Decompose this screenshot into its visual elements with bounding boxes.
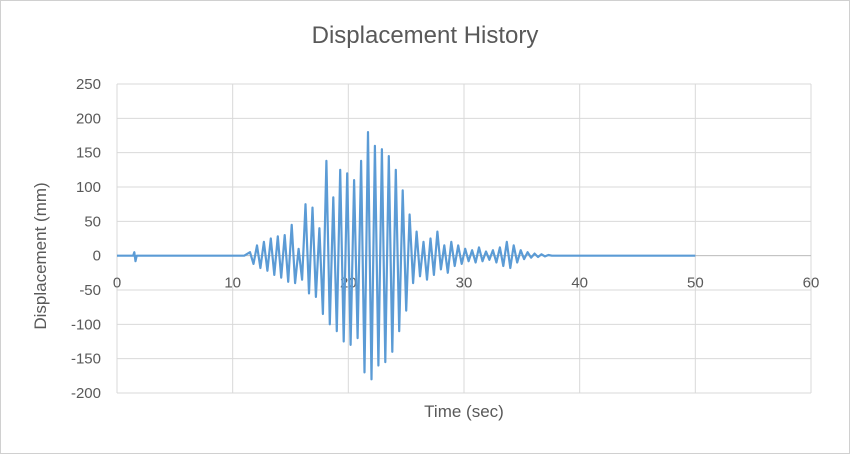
x-tick-label: 60 <box>803 275 820 292</box>
x-tick-label: 10 <box>224 275 241 292</box>
y-tick-labels: 250 200 150 100 50 0 -50 -100 -150 -200 <box>71 76 101 402</box>
y-tick-label: 50 <box>84 213 101 230</box>
x-tick-labels: 0 10 20 30 40 50 60 <box>113 275 820 292</box>
y-tick-label: 250 <box>76 76 101 93</box>
y-tick-label: -150 <box>71 351 101 368</box>
series-layer <box>117 131 696 381</box>
x-axis-label: Time (sec) <box>424 402 504 421</box>
y-tick-label: -200 <box>71 385 101 402</box>
x-tick-label: 30 <box>456 275 473 292</box>
y-tick-label: 200 <box>76 110 101 127</box>
y-axis-label: Displacement (mm) <box>31 182 50 329</box>
series-line <box>117 131 696 381</box>
x-tick-label: 50 <box>687 275 704 292</box>
y-tick-label: 0 <box>93 248 101 265</box>
gridlines <box>116 83 812 394</box>
y-tick-label: -50 <box>79 282 101 299</box>
x-tick-label: 40 <box>571 275 588 292</box>
chart-title: Displacement History <box>311 22 539 49</box>
y-tick-label: 100 <box>76 179 101 196</box>
y-tick-label: -100 <box>71 316 101 333</box>
y-tick-label: 150 <box>76 145 101 162</box>
x-tick-label: 0 <box>113 275 121 292</box>
